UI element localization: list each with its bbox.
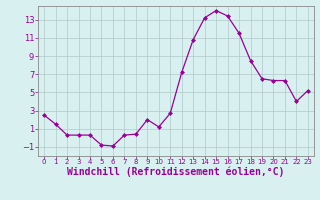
X-axis label: Windchill (Refroidissement éolien,°C): Windchill (Refroidissement éolien,°C) xyxy=(67,166,285,177)
